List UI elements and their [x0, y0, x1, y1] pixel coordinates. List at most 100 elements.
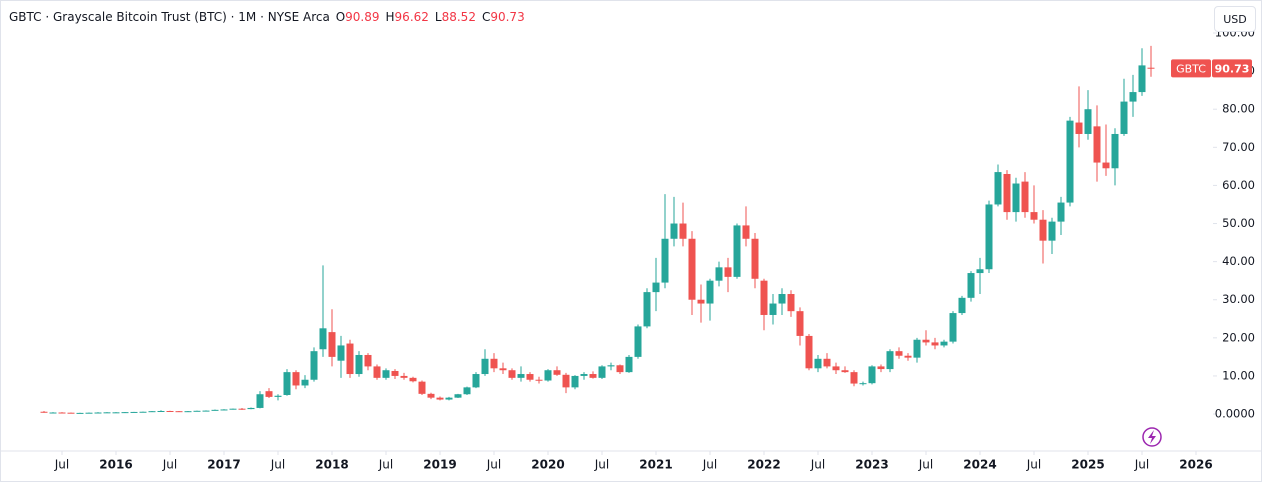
x-tick-label: 2023	[855, 458, 888, 472]
x-tick-label: 2020	[531, 458, 564, 472]
candle-body	[445, 397, 453, 400]
x-tick-label: Jul	[1026, 458, 1041, 472]
candle-body	[589, 374, 597, 378]
y-tick-label: 20.00	[1222, 330, 1255, 344]
replay-icon[interactable]	[1142, 427, 1162, 447]
x-tick-label: Jul	[594, 458, 609, 472]
legend-header: GBTC · Grayscale Bitcoin Trust (BTC) · 1…	[9, 10, 529, 24]
candle-body	[148, 411, 156, 413]
candle-body	[1012, 183, 1020, 213]
x-tick-label: Jul	[918, 458, 933, 472]
candle-body	[400, 375, 408, 378]
candle-body	[76, 412, 84, 414]
candle-body	[823, 358, 831, 367]
candle-body	[985, 204, 993, 270]
candle-body	[679, 223, 687, 239]
candle-body	[652, 282, 660, 293]
candle-body	[814, 358, 822, 369]
candle-body	[796, 311, 804, 336]
candle-body	[292, 372, 300, 386]
ohlc-label: H	[385, 10, 395, 24]
ohlc-values: O90.89 H96.62 L88.52 C90.73	[334, 10, 529, 24]
candle-body	[1066, 120, 1074, 203]
candle-body	[274, 395, 282, 397]
candle-body	[967, 273, 975, 298]
plot-area	[40, 45, 1155, 414]
candle-body	[607, 365, 615, 367]
candle-body	[976, 269, 984, 274]
candle-body	[886, 351, 894, 370]
y-tick-label: 60.00	[1222, 178, 1255, 192]
candle-body	[121, 412, 129, 414]
candle-body	[931, 342, 939, 346]
candle-body	[562, 374, 570, 388]
x-tick-label: Jul	[1134, 458, 1149, 472]
candle-body	[958, 297, 966, 314]
y-tick-label: 50.00	[1222, 216, 1255, 230]
candle-body	[868, 366, 876, 384]
x-tick-label: Jul	[810, 458, 825, 472]
candle-body	[454, 394, 462, 398]
candle-body	[1093, 126, 1101, 163]
x-tick-label: Jul	[702, 458, 717, 472]
x-tick-label: Jul	[270, 458, 285, 472]
candle-body	[760, 280, 768, 315]
candle-body	[895, 351, 903, 356]
ohlc-label: L	[434, 10, 442, 24]
candle-body	[670, 223, 678, 239]
currency-button[interactable]: USD	[1214, 6, 1256, 32]
candle-body	[904, 355, 912, 358]
candle-body	[841, 370, 849, 373]
candle-body	[733, 225, 741, 277]
candle-body	[220, 409, 228, 411]
candle-body	[490, 358, 498, 369]
x-tick-label: Jul	[486, 458, 501, 472]
candle-body	[85, 412, 93, 414]
candle-body	[769, 303, 777, 315]
candle-body	[553, 370, 561, 375]
ohlc-value: 90.89	[345, 10, 380, 24]
ohlc-value: 90.73	[490, 10, 525, 24]
candle-body	[355, 354, 363, 375]
candle-body	[949, 313, 957, 342]
ohlc-value: 88.52	[441, 10, 476, 24]
candle-body	[922, 339, 930, 343]
candle-body	[436, 397, 444, 400]
x-tick-label: 2018	[315, 458, 348, 472]
candle-body	[805, 335, 813, 369]
candle-body	[1048, 221, 1056, 241]
candle-body	[283, 372, 291, 395]
candle-body	[112, 412, 120, 414]
candle-body	[1039, 219, 1047, 241]
candle-body	[265, 391, 273, 397]
x-tick-label: Jul	[162, 458, 177, 472]
price-tag-bg	[1212, 59, 1252, 78]
candle-body	[994, 172, 1002, 205]
candle-body	[850, 372, 858, 384]
candle-body	[1129, 92, 1137, 102]
x-tick-label: 2016	[99, 458, 132, 472]
candle-body	[328, 332, 336, 357]
candle-body	[643, 292, 651, 327]
candle-body	[373, 366, 381, 378]
candle-body	[139, 411, 147, 413]
candle-body	[697, 299, 705, 304]
candle-body	[382, 370, 390, 378]
candle-body	[1102, 162, 1110, 169]
candle-body	[1138, 65, 1146, 93]
candle-body	[706, 280, 714, 304]
x-tick-label: Jul	[378, 458, 393, 472]
candle-body	[877, 366, 885, 370]
candle-body	[1021, 181, 1029, 213]
candle-body	[1147, 67, 1155, 69]
candle-body	[346, 343, 354, 375]
price-tag-symbol-bg	[1171, 59, 1211, 78]
candle-body	[427, 393, 435, 398]
ohlc-value: 96.62	[394, 10, 429, 24]
candle-body	[517, 374, 525, 378]
candle-body	[526, 374, 534, 380]
candle-body	[913, 339, 921, 358]
candle-body	[859, 383, 867, 385]
candle-body	[832, 366, 840, 371]
